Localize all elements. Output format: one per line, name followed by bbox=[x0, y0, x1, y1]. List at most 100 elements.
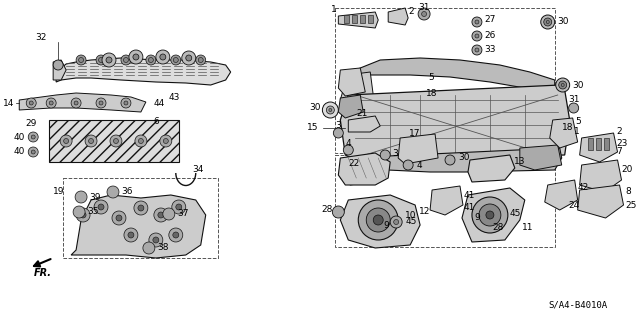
Circle shape bbox=[479, 204, 501, 226]
Circle shape bbox=[63, 138, 68, 144]
Text: 41: 41 bbox=[464, 204, 476, 212]
Text: 17: 17 bbox=[410, 129, 421, 137]
Text: 1: 1 bbox=[574, 128, 580, 137]
Circle shape bbox=[128, 232, 134, 238]
Circle shape bbox=[129, 50, 143, 64]
Circle shape bbox=[124, 228, 138, 242]
Circle shape bbox=[113, 138, 118, 144]
Circle shape bbox=[418, 8, 430, 20]
Circle shape bbox=[176, 204, 182, 210]
Bar bbox=[335, 8, 555, 153]
Circle shape bbox=[556, 78, 570, 92]
Text: 5: 5 bbox=[428, 73, 434, 83]
Bar bbox=[344, 15, 349, 23]
Circle shape bbox=[326, 106, 334, 114]
Text: 1: 1 bbox=[331, 4, 337, 13]
Polygon shape bbox=[56, 58, 230, 85]
Text: 15: 15 bbox=[307, 123, 318, 132]
Text: 26: 26 bbox=[484, 32, 495, 41]
Circle shape bbox=[31, 135, 35, 139]
Circle shape bbox=[366, 208, 390, 232]
Polygon shape bbox=[468, 155, 515, 182]
Text: 20: 20 bbox=[621, 166, 633, 174]
Text: 30: 30 bbox=[309, 103, 321, 113]
Circle shape bbox=[198, 57, 204, 63]
Circle shape bbox=[171, 55, 180, 65]
Circle shape bbox=[29, 101, 33, 105]
Circle shape bbox=[173, 232, 179, 238]
Circle shape bbox=[472, 197, 508, 233]
Circle shape bbox=[106, 57, 112, 63]
Circle shape bbox=[333, 128, 343, 138]
Circle shape bbox=[121, 55, 131, 65]
Circle shape bbox=[323, 102, 339, 118]
Circle shape bbox=[403, 160, 413, 170]
Circle shape bbox=[96, 98, 106, 108]
Circle shape bbox=[160, 135, 172, 147]
Circle shape bbox=[547, 20, 549, 24]
Circle shape bbox=[153, 237, 159, 243]
Circle shape bbox=[80, 212, 86, 218]
Circle shape bbox=[422, 11, 427, 17]
Circle shape bbox=[472, 45, 482, 55]
Polygon shape bbox=[340, 85, 570, 160]
Circle shape bbox=[85, 135, 97, 147]
Circle shape bbox=[74, 101, 78, 105]
Circle shape bbox=[445, 155, 455, 165]
Polygon shape bbox=[348, 116, 380, 132]
Circle shape bbox=[31, 150, 35, 154]
Polygon shape bbox=[580, 160, 621, 192]
Polygon shape bbox=[340, 72, 373, 105]
Text: 9: 9 bbox=[474, 213, 480, 222]
Circle shape bbox=[172, 200, 186, 214]
Text: 40: 40 bbox=[14, 147, 25, 157]
Circle shape bbox=[138, 138, 143, 144]
Bar bbox=[335, 155, 555, 247]
Circle shape bbox=[475, 34, 479, 38]
Text: 36: 36 bbox=[121, 188, 132, 197]
Text: 32: 32 bbox=[35, 33, 46, 42]
Bar bbox=[360, 15, 365, 23]
Circle shape bbox=[541, 15, 555, 29]
Circle shape bbox=[99, 101, 103, 105]
Text: 3: 3 bbox=[335, 122, 341, 130]
Circle shape bbox=[169, 228, 183, 242]
Text: 10: 10 bbox=[405, 211, 417, 220]
Circle shape bbox=[160, 54, 166, 60]
Circle shape bbox=[196, 55, 205, 65]
Text: 38: 38 bbox=[157, 243, 168, 253]
Text: 45: 45 bbox=[405, 218, 417, 226]
Circle shape bbox=[373, 215, 383, 225]
Polygon shape bbox=[388, 8, 408, 25]
Bar bbox=[596, 138, 600, 150]
Text: 18: 18 bbox=[562, 123, 573, 132]
Circle shape bbox=[28, 147, 38, 157]
Circle shape bbox=[390, 216, 402, 228]
Text: 24: 24 bbox=[568, 201, 580, 210]
Circle shape bbox=[561, 84, 564, 86]
Circle shape bbox=[75, 191, 87, 203]
Bar bbox=[588, 138, 593, 150]
Circle shape bbox=[133, 54, 139, 60]
Text: 22: 22 bbox=[348, 159, 360, 167]
Text: 30: 30 bbox=[573, 80, 584, 90]
Polygon shape bbox=[346, 58, 555, 90]
Circle shape bbox=[116, 215, 122, 221]
Circle shape bbox=[110, 135, 122, 147]
Text: 30: 30 bbox=[557, 18, 569, 26]
Text: 12: 12 bbox=[419, 207, 431, 217]
Circle shape bbox=[138, 205, 144, 211]
Text: 5: 5 bbox=[575, 117, 581, 127]
Circle shape bbox=[544, 18, 552, 26]
Text: 41: 41 bbox=[464, 191, 476, 201]
Text: 37: 37 bbox=[177, 210, 188, 219]
Bar bbox=[352, 15, 357, 23]
Text: FR.: FR. bbox=[34, 268, 52, 278]
Polygon shape bbox=[398, 134, 438, 164]
Text: 35: 35 bbox=[87, 207, 99, 217]
Text: 14: 14 bbox=[3, 99, 14, 108]
Text: 25: 25 bbox=[625, 201, 637, 210]
Polygon shape bbox=[550, 118, 578, 148]
Polygon shape bbox=[340, 195, 420, 248]
Polygon shape bbox=[346, 148, 562, 172]
